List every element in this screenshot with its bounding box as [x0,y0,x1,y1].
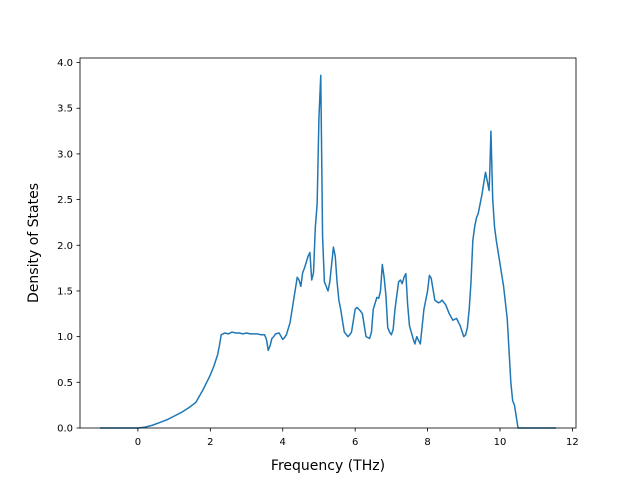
y-tick-label: 0.0 [57,424,73,435]
series-line-0 [99,74,557,429]
x-tick-label: 2 [207,437,213,448]
x-tick-label: 4 [280,437,286,448]
y-axis-ticks: 0.0 0.5 1.0 1.5 2.0 2.5 3.0 3.5 4.0 [57,58,80,435]
y-tick-label: 2.0 [57,241,73,252]
x-axis-label: Frequency (THz) [271,458,385,474]
x-tick-label: 12 [566,437,579,448]
x-tick-label: 0 [135,437,141,448]
x-axis-ticks: 0 2 4 6 8 10 12 [135,428,579,448]
y-tick-label: 2.5 [57,195,73,206]
plot-area [80,58,576,428]
series-layer [99,74,557,429]
y-tick-label: 1.0 [57,332,73,343]
y-axis-label: Density of States [26,183,42,303]
plot-frame [79,57,577,429]
y-tick-label: 3.5 [57,104,73,115]
x-tick-label: 10 [494,437,507,448]
y-tick-label: 1.5 [57,286,73,297]
x-tick-label: 8 [424,437,430,448]
y-tick-label: 4.0 [57,58,73,69]
x-tick-label: 6 [352,437,358,448]
y-tick-label: 3.0 [57,149,73,160]
y-tick-label: 0.5 [57,378,73,389]
